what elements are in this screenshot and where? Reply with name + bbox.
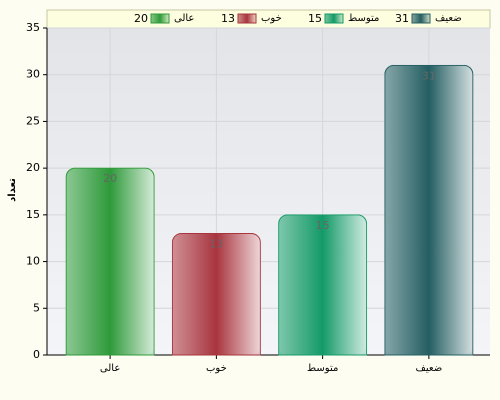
legend-swatch — [150, 13, 170, 24]
x-tick-label: عالی — [100, 363, 120, 374]
legend-value: 20 — [134, 12, 148, 25]
data-label: 15 — [316, 219, 330, 232]
x-tick-label: خوب — [206, 363, 227, 374]
legend-label: متوسط — [348, 13, 379, 24]
y-tick-label: 5 — [33, 301, 40, 314]
y-tick-label: 0 — [33, 348, 40, 361]
bar — [279, 215, 367, 364]
legend-value: 15 — [308, 12, 322, 25]
data-label: 20 — [103, 172, 117, 185]
y-tick-label: 15 — [26, 208, 40, 221]
bar — [385, 65, 473, 364]
y-tick-label: 30 — [26, 68, 40, 81]
data-label: 31 — [422, 69, 436, 82]
y-axis-label: تعداد — [7, 178, 18, 202]
x-tick-label: متوسط — [307, 363, 338, 374]
y-tick-label: 20 — [26, 161, 40, 174]
legend-swatch — [324, 13, 344, 24]
legend-label: خوب — [261, 13, 282, 24]
y-tick-label: 35 — [26, 21, 40, 34]
y-tick-label: 25 — [26, 114, 40, 127]
data-label: 13 — [209, 238, 223, 251]
x-tick-label: ضعیف — [416, 363, 443, 374]
y-tick-label: 10 — [26, 255, 40, 268]
legend-value: 31 — [395, 12, 409, 25]
legend-label: ضعیف — [435, 13, 462, 24]
legend-swatch — [411, 13, 431, 24]
legend-value: 13 — [221, 12, 235, 25]
bar — [66, 168, 154, 364]
legend-swatch — [237, 13, 257, 24]
bar — [172, 234, 260, 364]
legend-label: عالی — [174, 13, 194, 24]
